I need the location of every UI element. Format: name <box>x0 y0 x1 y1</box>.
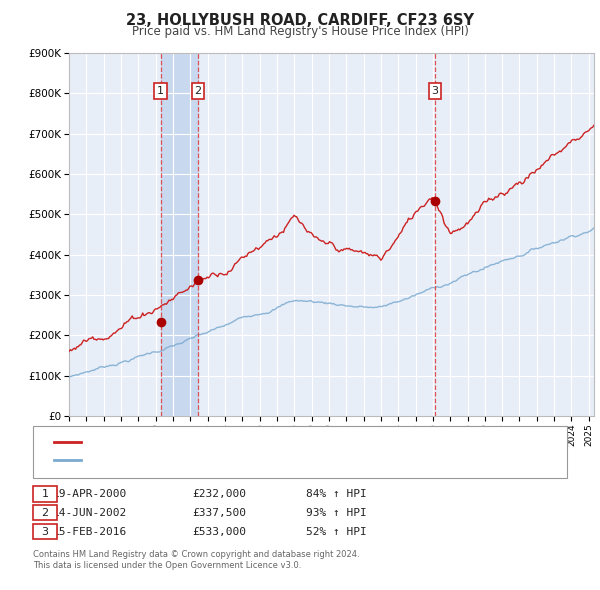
Text: £337,500: £337,500 <box>192 508 246 517</box>
Text: 84% ↑ HPI: 84% ↑ HPI <box>305 489 367 499</box>
Text: 15-FEB-2016: 15-FEB-2016 <box>53 527 127 536</box>
Text: 19-APR-2000: 19-APR-2000 <box>53 489 127 499</box>
Text: 1: 1 <box>157 86 164 96</box>
Text: 23, HOLLYBUSH ROAD, CARDIFF, CF23 6SY: 23, HOLLYBUSH ROAD, CARDIFF, CF23 6SY <box>126 13 474 28</box>
Text: HPI: Average price, detached house, Cardiff: HPI: Average price, detached house, Card… <box>87 455 315 466</box>
Text: 23, HOLLYBUSH ROAD, CARDIFF, CF23 6SY (detached house): 23, HOLLYBUSH ROAD, CARDIFF, CF23 6SY (d… <box>87 437 404 447</box>
Text: 3: 3 <box>41 527 49 536</box>
Text: Price paid vs. HM Land Registry's House Price Index (HPI): Price paid vs. HM Land Registry's House … <box>131 25 469 38</box>
Text: Contains HM Land Registry data © Crown copyright and database right 2024.: Contains HM Land Registry data © Crown c… <box>33 550 359 559</box>
Text: 2: 2 <box>194 86 202 96</box>
Text: This data is licensed under the Open Government Licence v3.0.: This data is licensed under the Open Gov… <box>33 561 301 570</box>
Text: £533,000: £533,000 <box>192 527 246 536</box>
Text: 1: 1 <box>41 489 49 499</box>
Text: £232,000: £232,000 <box>192 489 246 499</box>
Text: 3: 3 <box>431 86 439 96</box>
Text: 52% ↑ HPI: 52% ↑ HPI <box>305 527 367 536</box>
Text: 14-JUN-2002: 14-JUN-2002 <box>53 508 127 517</box>
Text: 2: 2 <box>41 508 49 517</box>
Text: 93% ↑ HPI: 93% ↑ HPI <box>305 508 367 517</box>
Bar <box>161 53 198 416</box>
